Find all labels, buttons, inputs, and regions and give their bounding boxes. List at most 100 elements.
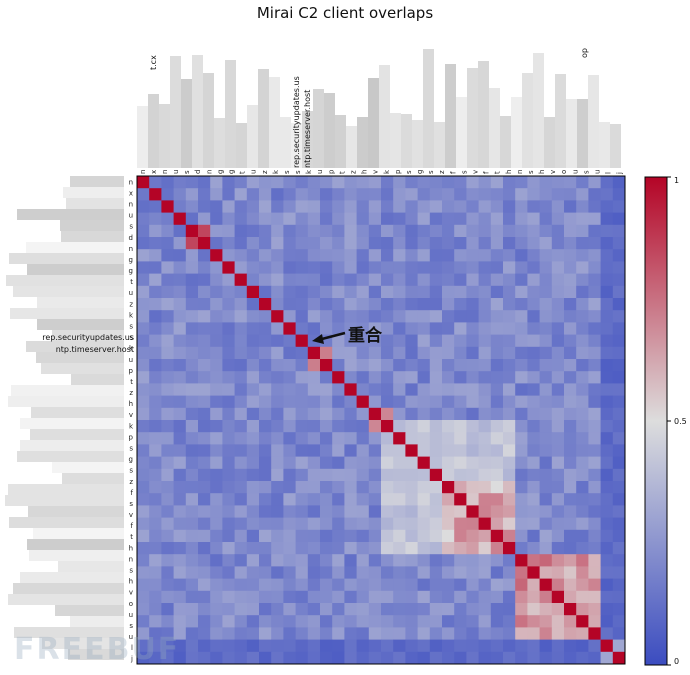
heatmap-cell [551, 481, 565, 494]
heatmap-cell [393, 176, 406, 189]
heatmap-cell [405, 261, 418, 274]
col-tick-label: k [383, 169, 391, 174]
heatmap-cell [259, 481, 272, 494]
heatmap-cell [503, 493, 516, 506]
heatmap-cell [210, 285, 223, 299]
col-tick-label: g [216, 170, 224, 174]
heatmap-cell [271, 359, 284, 372]
heatmap-cell [490, 212, 504, 226]
heatmap-cell [393, 481, 406, 494]
heatmap-cell [576, 407, 589, 421]
heatmap-cell [539, 578, 553, 592]
heatmap-cell [198, 603, 211, 616]
heatmap-cell [405, 176, 418, 189]
heatmap-cell [454, 212, 467, 226]
blurred-label-bar [33, 528, 124, 539]
heatmap-cell [320, 420, 333, 433]
row-tick-label: j [130, 655, 133, 663]
heatmap-cell [161, 188, 174, 201]
blurred-label-bar [313, 89, 324, 168]
heatmap-cell [405, 285, 418, 299]
blurred-label-bar [566, 99, 577, 168]
heatmap-cell [442, 371, 455, 384]
heatmap-cell [539, 212, 553, 226]
heatmap-cell [527, 371, 540, 384]
heatmap-cell [161, 639, 174, 653]
heatmap-cell [600, 420, 614, 433]
heatmap-cell [564, 554, 577, 567]
heatmap-cell [295, 176, 309, 189]
heatmap-cell [356, 200, 370, 213]
heatmap-cell [612, 176, 626, 189]
heatmap-cell [381, 212, 394, 226]
heatmap-cell [149, 249, 162, 262]
heatmap-cell [527, 529, 540, 543]
heatmap-cell [210, 578, 223, 592]
row-tick-label: k [129, 311, 134, 319]
row-tick-label: z [129, 478, 133, 486]
heatmap-cell [515, 603, 528, 616]
heatmap-cell [173, 603, 187, 616]
heatmap-cell [381, 456, 394, 470]
heatmap-cell [173, 249, 187, 262]
heatmap-cell [515, 627, 528, 640]
heatmap-cell [246, 371, 260, 384]
heatmap-cell [539, 517, 553, 531]
heatmap-cell [466, 481, 479, 494]
heatmap-cell [539, 188, 553, 201]
heatmap-cell [368, 420, 382, 433]
heatmap-cell [368, 468, 382, 482]
heatmap-cell [210, 383, 223, 396]
blurred-label-bar [26, 341, 124, 352]
heatmap-cell [320, 359, 333, 372]
heatmap-cell [259, 590, 272, 604]
heatmap-cell [295, 505, 309, 518]
heatmap-cell [527, 285, 540, 299]
heatmap-cell [210, 542, 223, 555]
heatmap-cell [185, 615, 199, 628]
heatmap-cell [515, 578, 528, 592]
heatmap-cell [344, 603, 357, 616]
blurred-label-bar [27, 264, 124, 275]
blurred-label-bar [52, 462, 124, 473]
blurred-label-bar [71, 374, 124, 385]
heatmap-cell [368, 261, 382, 274]
heatmap-cell [222, 627, 235, 640]
heatmap-cell [503, 542, 516, 555]
heatmap-cell [600, 212, 614, 226]
blurred-label-bar [280, 117, 291, 168]
heatmap-cell [381, 615, 394, 628]
heatmap-cell [515, 224, 528, 238]
heatmap-cell [356, 639, 370, 653]
heatmap-cell [344, 383, 357, 396]
heatmap-cell [466, 566, 479, 579]
heatmap-cell [149, 420, 162, 433]
heatmap-cell [137, 261, 150, 274]
heatmap-cell [210, 310, 223, 323]
heatmap-cell [368, 444, 382, 457]
heatmap-cell [454, 237, 467, 250]
heatmap-cell [588, 639, 601, 653]
heatmap-cell [320, 529, 333, 543]
heatmap-cell [185, 249, 199, 262]
heatmap-cell [503, 371, 516, 384]
heatmap-cell [466, 505, 479, 518]
heatmap-cell [393, 237, 406, 250]
heatmap-cell [271, 554, 284, 567]
heatmap-cell [173, 310, 187, 323]
heatmap-cell [271, 371, 284, 384]
heatmap-cell [259, 578, 272, 592]
heatmap-cell [259, 627, 272, 640]
heatmap-cell [515, 505, 528, 518]
heatmap-cell [564, 298, 577, 311]
heatmap-cell [454, 176, 467, 189]
heatmap-cell [246, 420, 260, 433]
heatmap-cell [393, 456, 406, 470]
heatmap-cell [527, 517, 540, 531]
heatmap-cell [564, 420, 577, 433]
heatmap-cell [551, 212, 565, 226]
heatmap-cell [283, 322, 296, 335]
heatmap-cell [332, 615, 345, 628]
heatmap-cell [198, 420, 211, 433]
heatmap-cell [503, 395, 516, 409]
